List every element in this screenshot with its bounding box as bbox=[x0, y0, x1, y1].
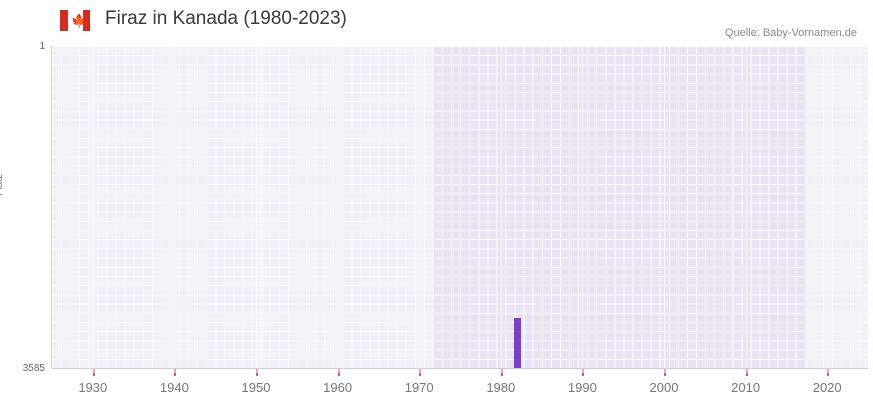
x-tick-minor-1970 bbox=[419, 369, 422, 373]
y-tick-label-bottom: 3585 bbox=[22, 363, 45, 374]
x-tick-label-1930: 1930 bbox=[78, 380, 108, 395]
page-title: Firaz in Kanada (1980-2023) bbox=[105, 8, 347, 29]
grid-line-1940 bbox=[174, 46, 176, 368]
y-axis-title: Platz bbox=[0, 173, 5, 196]
grid-line-1990 bbox=[582, 46, 584, 368]
x-tick-label-2010: 2010 bbox=[731, 380, 761, 395]
flag-band-right bbox=[82, 10, 90, 31]
canada-flag-icon: 🍁 bbox=[60, 10, 90, 31]
y-axis-line bbox=[51, 46, 52, 368]
maple-leaf-icon: 🍁 bbox=[71, 13, 88, 28]
chart-header: 🍁 Firaz in Kanada (1980-2023) Quelle: Ba… bbox=[0, 0, 873, 44]
x-tick-minor-1930 bbox=[92, 369, 95, 373]
bar-1982[interactable] bbox=[513, 318, 521, 368]
x-tick-label-1940: 1940 bbox=[159, 380, 189, 395]
x-tick-minor-1960 bbox=[337, 369, 340, 373]
grid-line-1960 bbox=[337, 46, 339, 368]
x-tick-minor-2000 bbox=[664, 369, 666, 373]
grid-line-2020 bbox=[827, 46, 829, 368]
x-tick-minor-1950 bbox=[256, 369, 258, 373]
grid-line-1950 bbox=[256, 46, 257, 368]
grid-line-2010 bbox=[745, 46, 747, 368]
x-tick-minor-2020 bbox=[827, 369, 830, 373]
flag-band-left bbox=[60, 10, 68, 31]
x-tick-minor-1940 bbox=[174, 369, 177, 373]
x-tick-label-2020: 2020 bbox=[812, 380, 842, 395]
x-tick-minor-2010 bbox=[745, 369, 748, 373]
x-tick-label-1950: 1950 bbox=[241, 380, 271, 395]
x-tick-label-1960: 1960 bbox=[323, 380, 353, 395]
grid-line-2000 bbox=[664, 46, 665, 368]
source-note: Quelle: Baby-Vornamen.de bbox=[724, 27, 857, 39]
plot-area bbox=[52, 46, 868, 368]
grid-line-1930 bbox=[92, 46, 94, 368]
grid-line-1970 bbox=[419, 46, 421, 368]
grid-line-1980 bbox=[500, 46, 502, 368]
x-tick-label-1980: 1980 bbox=[486, 380, 516, 395]
x-tick-label-1970: 1970 bbox=[404, 380, 434, 395]
x-tick-label-2000: 2000 bbox=[649, 380, 679, 395]
x-axis-line bbox=[52, 368, 868, 369]
x-tick-label-1990: 1990 bbox=[567, 380, 597, 395]
y-tick-label-top: 1 bbox=[39, 41, 45, 52]
x-tick-minor-1980 bbox=[500, 369, 503, 373]
x-tick-minor-1990 bbox=[582, 369, 585, 373]
plot-background-grid bbox=[52, 46, 868, 368]
